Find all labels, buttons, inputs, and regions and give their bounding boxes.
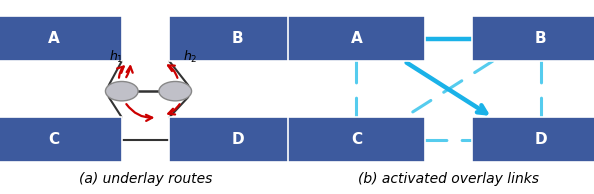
- Text: B: B: [232, 31, 244, 46]
- Text: (b) activated overlay links: (b) activated overlay links: [358, 172, 539, 186]
- Text: $h_2$: $h_2$: [183, 49, 197, 65]
- Text: D: D: [231, 132, 244, 147]
- Text: (a) underlay routes: (a) underlay routes: [79, 172, 212, 186]
- FancyBboxPatch shape: [0, 16, 122, 61]
- FancyBboxPatch shape: [288, 16, 425, 61]
- Ellipse shape: [159, 81, 191, 101]
- Text: B: B: [535, 31, 546, 46]
- Ellipse shape: [106, 81, 138, 101]
- Text: $h_1$: $h_1$: [109, 49, 123, 65]
- Text: A: A: [48, 31, 59, 46]
- Text: D: D: [534, 132, 547, 147]
- FancyBboxPatch shape: [169, 117, 306, 162]
- FancyBboxPatch shape: [472, 16, 594, 61]
- Text: C: C: [351, 132, 362, 147]
- FancyBboxPatch shape: [472, 117, 594, 162]
- FancyBboxPatch shape: [288, 117, 425, 162]
- FancyBboxPatch shape: [0, 117, 122, 162]
- FancyBboxPatch shape: [169, 16, 306, 61]
- Text: A: A: [350, 31, 362, 46]
- Text: C: C: [48, 132, 59, 147]
